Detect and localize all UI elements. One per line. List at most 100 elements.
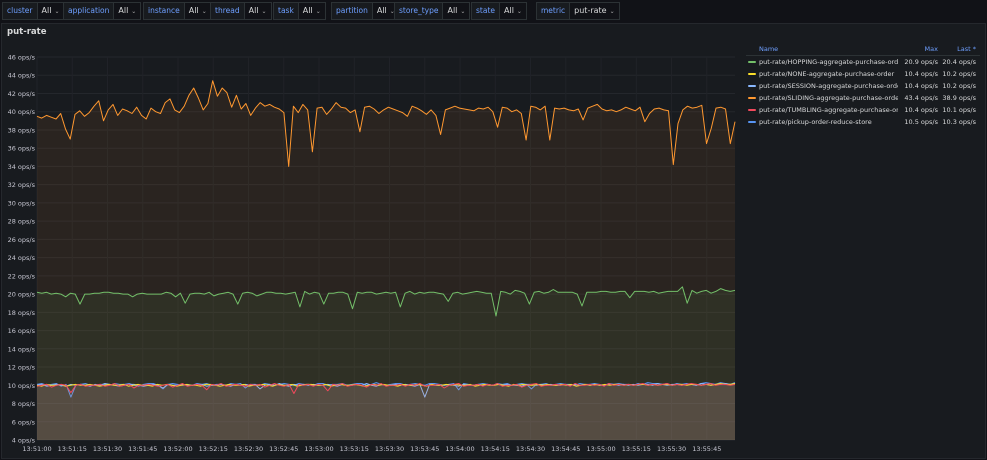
legend-last-value: 10.3 ops/s [942,118,976,126]
variable-partition: partition All ⌄ [331,2,400,20]
legend-table: Name Max Last * put-rate/HOPPING-aggrega… [746,43,980,128]
y-tick-label: 34 ops/s [8,163,36,171]
y-tick-label: 14 ops/s [8,345,36,353]
series-color-swatch [748,97,756,99]
variable-label: task [273,2,299,20]
series-color-swatch [748,109,756,111]
variable-value: All [447,6,458,15]
variable-value: All [118,6,129,15]
legend-row[interactable]: put-rate/HOPPING-aggregate-purchase-orde… [746,56,980,68]
y-tick-label: 30 ops/s [8,199,36,207]
legend-series-name[interactable]: put-rate/HOPPING-aggregate-purchase-orde… [746,56,898,68]
legend-last-value: 20.4 ops/s [942,58,976,66]
legend-series-label: put-rate/SLIDING-aggregate-purchase-orde… [759,94,898,102]
legend-row[interactable]: put-rate/SESSION-aggregate-purchase-orde… [746,80,980,92]
x-tick-label: 13:51:30 [93,445,122,453]
series-line [36,383,736,394]
x-tick-label: 13:54:15 [481,445,510,453]
legend-header: Name Max Last * [746,43,980,56]
legend-series-name[interactable]: put-rate/TUMBLING-aggregate-purchase-ord… [746,104,898,116]
legend-series-label: put-rate/pickup-order-reduce-store [759,118,872,126]
legend-series-name[interactable]: put-rate/pickup-order-reduce-store [746,116,898,128]
variable-instance: instance All ⌄ [143,2,212,20]
y-tick-label: 8 ops/s [12,400,36,408]
chevron-down-icon: ⌄ [201,8,207,15]
variable-select[interactable]: All ⌄ [443,2,471,20]
legend-max-value: 10.4 ops/s [904,82,938,90]
variable-value: All [41,6,52,15]
x-tick-label: 13:51:45 [128,445,157,453]
panel-title[interactable]: put-rate [7,27,47,37]
series-1 [36,286,736,440]
y-tick-label: 44 ops/s [8,72,36,80]
variable-value: All [504,6,514,15]
y-tick-label: 26 ops/s [8,236,36,244]
legend-series-name[interactable]: put-rate/SESSION-aggregate-purchase-orde… [746,80,898,92]
legend-series-name[interactable]: put-rate/SLIDING-aggregate-purchase-orde… [746,92,898,104]
y-tick-label: 46 ops/s [8,54,36,62]
variable-select[interactable]: All ⌄ [184,2,212,20]
legend-last-value: 10.2 ops/s [942,82,976,90]
y-tick-label: 38 ops/s [8,126,36,134]
legend-rows: put-rate/HOPPING-aggregate-purchase-orde… [746,56,980,128]
x-tick-label: 13:55:30 [657,445,686,453]
legend-row[interactable]: put-rate/NONE-aggregate-purchase-order 10… [746,68,980,80]
legend-header-name[interactable]: Name [759,45,779,53]
chevron-down-icon: ⌄ [516,8,522,15]
x-tick-label: 13:53:15 [340,445,369,453]
x-tick-label: 13:51:15 [58,445,87,453]
variable-select[interactable]: All ⌄ [298,2,326,20]
chevron-down-icon: ⌄ [131,8,137,15]
variable-task: task All ⌄ [273,2,326,20]
legend-max-value: 10.4 ops/s [904,106,938,114]
legend-header-max[interactable]: Max [924,45,938,53]
variable-application: application All ⌄ [63,2,142,20]
y-tick-label: 22 ops/s [8,272,36,280]
chevron-down-icon: ⌄ [315,8,321,15]
variable-label: thread [210,2,245,20]
chevron-down-icon: ⌄ [460,8,466,15]
variable-value: All [376,6,387,15]
time-series-chart[interactable]: 4 ops/s 6 ops/s 8 ops/s 10 ops/s 12 ops/s 14 … [2,24,987,460]
variable-label: store_type [394,2,444,20]
variable-select[interactable]: All ⌄ [37,2,65,20]
x-tick-label: 13:52:15 [199,445,228,453]
x-tick-label: 13:53:45 [410,445,439,453]
variable-select[interactable]: All ⌄ [114,2,142,20]
variable-select[interactable]: All ⌄ [500,2,527,20]
y-tick-label: 10 ops/s [8,382,36,390]
legend-max-value: 20.9 ops/s [904,58,938,66]
x-tick-label: 13:55:15 [622,445,651,453]
variable-label: metric [536,2,571,20]
variable-select[interactable]: All ⌄ [244,2,272,20]
series-area [37,382,735,440]
variable-value: put-rate [574,6,607,15]
series-color-swatch [748,61,756,63]
legend-row[interactable]: put-rate/pickup-order-reduce-store 10.5 o… [746,116,980,128]
legend-max-value: 10.5 ops/s [904,118,938,126]
variable-cluster: cluster All ⌄ [2,2,65,20]
legend-header-last[interactable]: Last * [957,45,976,53]
series-area [37,383,735,440]
y-tick-label: 32 ops/s [8,181,36,189]
y-tick-label: 6 ops/s [12,418,36,426]
x-tick-label: 13:54:45 [551,445,580,453]
legend-row[interactable]: put-rate/TUMBLING-aggregate-purchase-ord… [746,104,980,116]
x-tick-label: 13:54:30 [516,445,545,453]
variable-store-type: store_type All ⌄ [394,2,471,20]
x-tick-label: 13:52:30 [234,445,263,453]
y-tick-label: 12 ops/s [8,364,36,372]
legend-last-value: 10.2 ops/s [942,70,976,78]
legend-row[interactable]: put-rate/SLIDING-aggregate-purchase-orde… [746,92,980,104]
series-line [36,80,736,167]
y-tick-label: 40 ops/s [8,108,36,116]
series-5 [36,383,736,440]
chevron-down-icon: ⌄ [609,8,615,15]
legend-series-name[interactable]: put-rate/NONE-aggregate-purchase-order [746,68,898,80]
series-color-swatch [748,85,756,87]
y-tick-label: 16 ops/s [8,327,36,335]
variable-metric: metric put-rate ⌄ [536,2,620,20]
variable-select[interactable]: put-rate ⌄ [570,2,620,20]
x-tick-label: 13:52:00 [163,445,192,453]
series-color-swatch [748,121,756,123]
